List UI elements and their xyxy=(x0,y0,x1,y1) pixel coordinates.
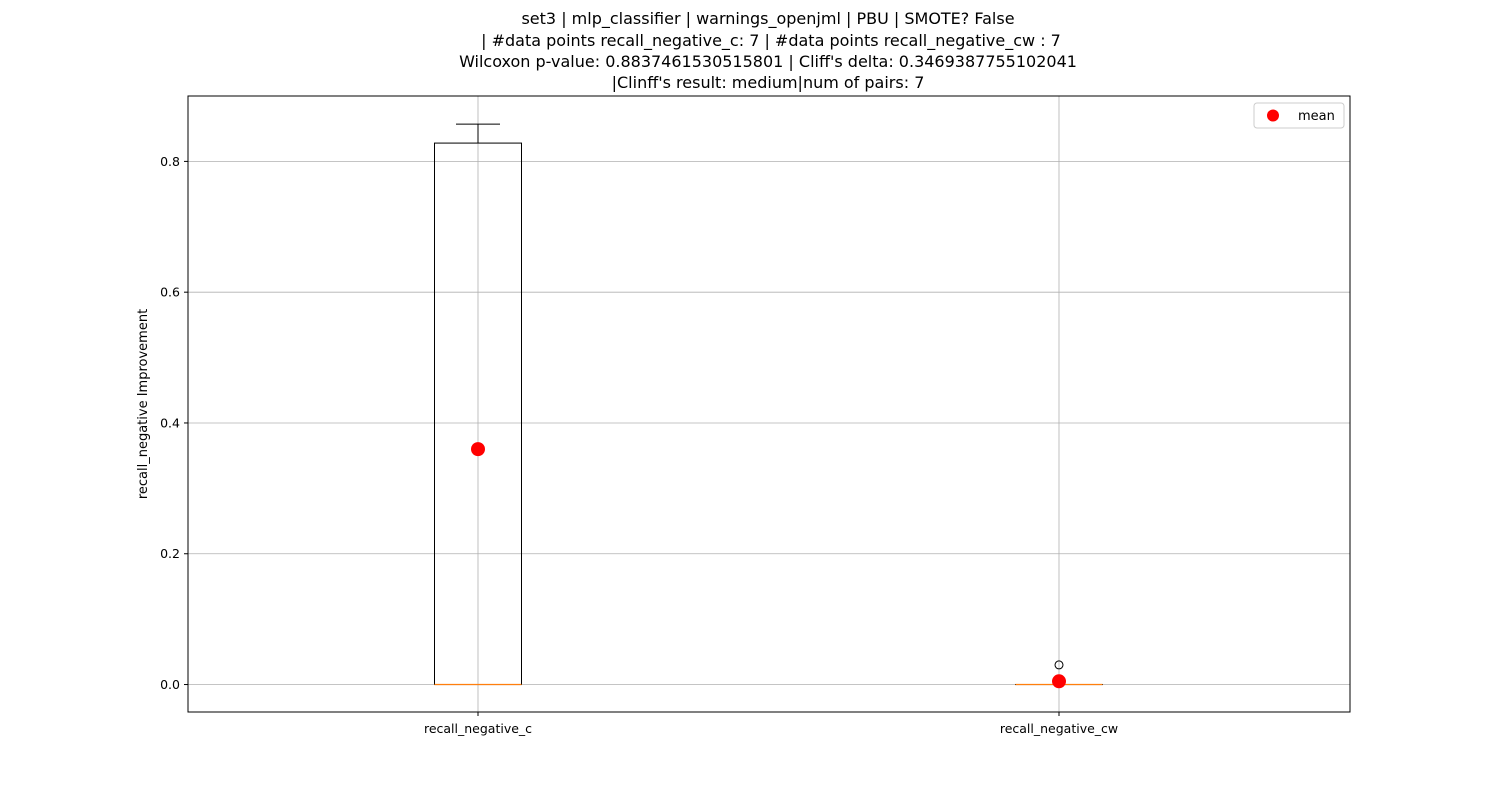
y-tick-label: 0.0 xyxy=(160,677,180,692)
mean-markers xyxy=(471,442,1066,688)
x-tick-label: recall_negative_c xyxy=(424,721,532,736)
x-axis-ticks: recall_negative_c recall_negative_cw xyxy=(424,712,1118,736)
title-line-4: |Clinff's result: medium|num of pairs: 7 xyxy=(612,73,925,92)
title-line-1: set3 | mlp_classifier | warnings_openjml… xyxy=(521,9,1014,29)
grid-lines xyxy=(188,96,1350,712)
y-tick-label: 0.2 xyxy=(160,546,180,561)
chart-title: set3 | mlp_classifier | warnings_openjml… xyxy=(459,9,1077,92)
y-tick-label: 0.4 xyxy=(160,415,180,430)
boxes xyxy=(435,124,1103,684)
title-line-3: Wilcoxon p-value: 0.8837461530515801 | C… xyxy=(459,52,1077,71)
y-axis-ticks: 0.0 0.2 0.4 0.6 0.8 xyxy=(160,154,188,692)
plot-frame xyxy=(188,96,1350,712)
legend: mean xyxy=(1254,103,1344,128)
mean-point xyxy=(1052,674,1066,688)
x-tick-label: recall_negative_cw xyxy=(1000,721,1118,736)
y-tick-label: 0.6 xyxy=(160,285,180,300)
y-tick-label: 0.8 xyxy=(160,154,180,169)
title-line-2: | #data points recall_negative_c: 7 | #d… xyxy=(481,31,1061,51)
legend-mean-marker xyxy=(1267,110,1279,122)
mean-point xyxy=(471,442,485,456)
legend-label-mean: mean xyxy=(1298,109,1335,124)
y-axis-label: recall_negative Improvement xyxy=(136,309,151,499)
